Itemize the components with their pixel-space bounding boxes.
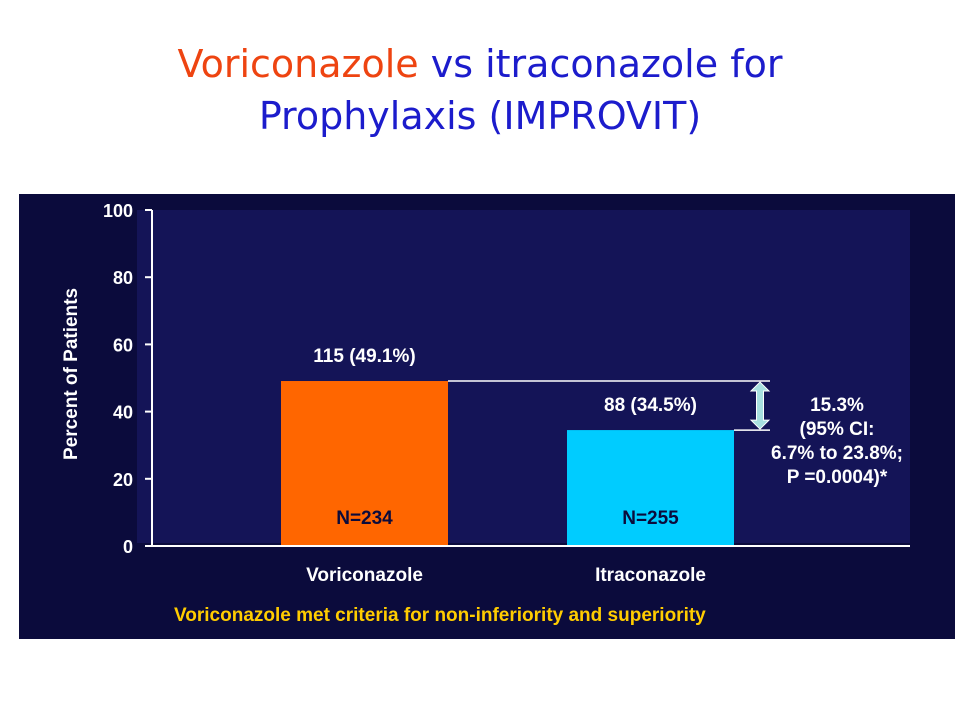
difference-annotation-line-2: (95% CI: xyxy=(800,419,875,440)
bar-voriconazole xyxy=(281,381,448,546)
chart-panel: 0 20 40 60 80 100 115 (49.1%) N=234 Voriconazol… xyxy=(19,194,955,639)
x-tick-label-itraconazole: Itraconazole xyxy=(595,565,706,586)
title-rest: vs itraconazole for xyxy=(418,42,783,86)
y-tick-label-60: 60 xyxy=(113,335,133,355)
footnote: Voriconazole met criteria for non-inferi… xyxy=(174,605,706,626)
x-tick-label-voriconazole: Voriconazole xyxy=(306,565,423,586)
value-label-voriconazole: 115 (49.1%) xyxy=(313,346,415,367)
y-tick-label-20: 20 xyxy=(113,470,133,490)
title-accent: Voriconazole xyxy=(177,42,419,86)
y-axis-ticks: 0 20 40 60 80 100 xyxy=(103,201,152,557)
difference-arrow xyxy=(749,381,771,430)
bars xyxy=(281,381,734,546)
difference-annotation-line-3: 6.7% to 23.8%; xyxy=(771,443,903,464)
y-tick-label-40: 40 xyxy=(113,403,133,423)
labels: 115 (49.1%) N=234 Voriconazole 88 (34.5%) N=… xyxy=(306,346,903,586)
plot-area xyxy=(137,210,910,543)
y-tick-label-100: 100 xyxy=(103,201,133,221)
difference-annotation-line-4: P =0.0004)* xyxy=(787,467,888,488)
n-label-itraconazole: N=255 xyxy=(622,508,679,529)
value-label-itraconazole: 88 (34.5%) xyxy=(604,395,697,416)
y-axis-label: Percent of Patients xyxy=(61,288,82,460)
slide-title: Voriconazole vs itraconazole for Prophyl… xyxy=(0,38,960,142)
y-tick-label-0: 0 xyxy=(123,537,133,557)
bar-itraconazole xyxy=(567,430,734,546)
title-line-2: Prophylaxis (IMPROVIT) xyxy=(258,94,702,138)
n-label-voriconazole: N=234 xyxy=(336,508,393,529)
y-tick-label-80: 80 xyxy=(113,268,133,288)
bar-chart: 0 20 40 60 80 100 115 (49.1%) N=234 Voriconazol… xyxy=(61,201,910,626)
difference-annotation-line-1: 15.3% xyxy=(810,395,864,416)
